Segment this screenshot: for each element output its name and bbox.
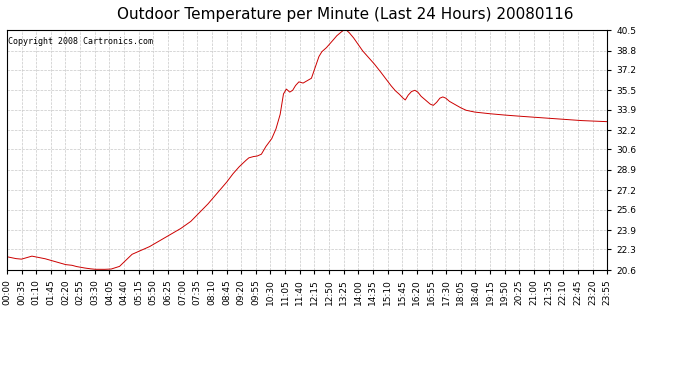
Text: Outdoor Temperature per Minute (Last 24 Hours) 20080116: Outdoor Temperature per Minute (Last 24 … xyxy=(117,8,573,22)
Text: Copyright 2008 Cartronics.com: Copyright 2008 Cartronics.com xyxy=(8,37,153,46)
